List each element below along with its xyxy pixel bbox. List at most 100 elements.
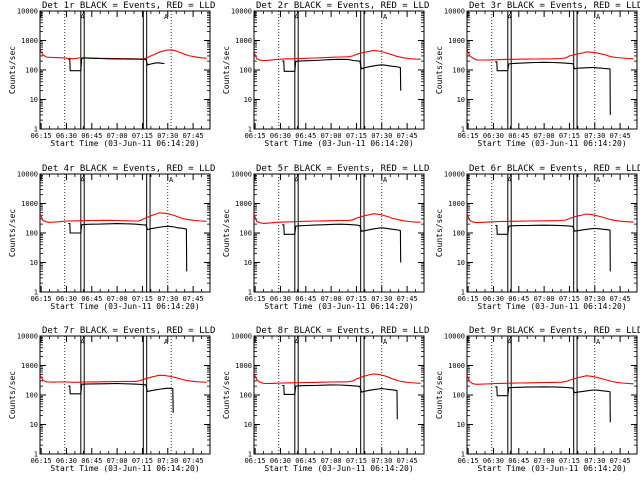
panel-title: Det 8r BLACK = Events, RED = LLD xyxy=(256,326,429,336)
panel-title: Det 6r BLACK = Events, RED = LLD xyxy=(469,164,640,174)
events-series-line xyxy=(68,382,174,413)
attenuator-label: A xyxy=(80,338,85,346)
plot-frame xyxy=(253,10,425,130)
events-series-line xyxy=(495,61,611,115)
panel-det-4r: Det 4r BLACK = Events, RED = LLD 1 10 100 10… xyxy=(8,164,215,311)
events-series-line xyxy=(282,58,402,91)
x-tick-label: 07:45 xyxy=(610,132,631,140)
panel-det-6r: Det 6r BLACK = Events, RED = LLD 1 10 100 10… xyxy=(435,164,640,311)
x-tick-label: 07:30 xyxy=(371,457,392,465)
x-axis-label: Start Time (03-Jun-11 06:14:20) xyxy=(50,302,199,311)
y-axis-label: Counts/sec xyxy=(435,46,444,94)
y-tick-label: 100 xyxy=(25,67,38,75)
lld-series-line xyxy=(39,49,207,60)
x-tick-label: 07:00 xyxy=(534,295,555,303)
y-tick-label: 10000 xyxy=(444,8,465,16)
x-tick-label: 06:30 xyxy=(56,457,77,465)
x-axis-label: Start Time (03-Jun-11 06:14:20) xyxy=(264,464,413,473)
x-tick-label: 07:45 xyxy=(397,457,418,465)
x-tick-label: 07:15 xyxy=(132,457,153,465)
y-tick-label: 1 xyxy=(248,289,252,297)
attenuator-label: A xyxy=(164,338,169,346)
x-axis-label: Start Time (03-Jun-11 06:14:20) xyxy=(477,302,626,311)
y-tick-label: 1 xyxy=(34,451,38,459)
x-axis-label: Start Time (03-Jun-11 06:14:20) xyxy=(264,302,413,311)
x-tick-label: 06:15 xyxy=(245,132,266,140)
events-series-line xyxy=(282,384,398,420)
x-tick-label: 06:45 xyxy=(81,295,102,303)
x-tick-label: 06:45 xyxy=(508,295,529,303)
y-tick-label: 10 xyxy=(244,96,252,104)
lld-series-line xyxy=(466,213,634,224)
y-tick-label: 100 xyxy=(239,392,252,400)
x-tick-label: 06:30 xyxy=(270,295,291,303)
x-tick-label: 07:45 xyxy=(183,295,204,303)
y-tick-label: 1000 xyxy=(21,362,38,370)
x-tick-label: 06:45 xyxy=(508,457,529,465)
y-tick-label: 10 xyxy=(30,96,38,104)
x-tick-label: 06:45 xyxy=(295,457,316,465)
y-tick-label: 1000 xyxy=(21,200,38,208)
y-axis-label: Counts/sec xyxy=(222,371,231,419)
x-tick-label: 06:15 xyxy=(31,457,52,465)
y-tick-label: 10000 xyxy=(17,171,38,179)
panel-det-1r: Det 1r BLACK = Events, RED = LLD 1 10 100 10… xyxy=(8,1,215,148)
y-tick-label: 10000 xyxy=(231,8,252,16)
x-tick-label: 07:45 xyxy=(397,295,418,303)
y-tick-label: 10000 xyxy=(17,8,38,16)
panel-det-5r: Det 5r BLACK = Events, RED = LLD 1 10 100 10… xyxy=(222,164,429,311)
lld-series-line xyxy=(253,49,421,62)
y-tick-label: 1 xyxy=(461,289,465,297)
x-tick-label: 07:45 xyxy=(183,457,204,465)
y-tick-label: 10 xyxy=(30,259,38,267)
x-tick-label: 06:45 xyxy=(295,132,316,140)
y-tick-label: 100 xyxy=(239,230,252,238)
attenuator-label: A xyxy=(80,13,85,21)
y-tick-label: 100 xyxy=(239,67,252,75)
x-tick-label: 07:15 xyxy=(132,132,153,140)
attenuator-label: A xyxy=(294,176,299,184)
x-tick-label: 07:30 xyxy=(157,132,178,140)
panel-title: Det 9r BLACK = Events, RED = LLD xyxy=(469,326,640,336)
y-tick-label: 10000 xyxy=(231,171,252,179)
y-tick-label: 10 xyxy=(457,259,465,267)
y-axis-label: Counts/sec xyxy=(435,209,444,257)
x-tick-label: 06:30 xyxy=(483,457,504,465)
y-tick-label: 1000 xyxy=(21,37,38,45)
x-tick-label: 06:30 xyxy=(483,295,504,303)
x-tick-label: 06:45 xyxy=(81,132,102,140)
y-tick-label: 100 xyxy=(452,230,465,238)
x-tick-label: 07:00 xyxy=(534,132,555,140)
y-tick-label: 1000 xyxy=(448,200,465,208)
x-tick-label: 07:00 xyxy=(321,132,342,140)
x-tick-label: 07:15 xyxy=(559,295,580,303)
attenuator-label: A xyxy=(507,176,512,184)
x-tick-label: 07:30 xyxy=(157,295,178,303)
events-series-line xyxy=(282,223,402,263)
x-tick-label: 07:00 xyxy=(107,457,128,465)
x-tick-label: 07:15 xyxy=(559,132,580,140)
x-axis-label: Start Time (03-Jun-11 06:14:20) xyxy=(477,139,626,148)
y-tick-label: 100 xyxy=(452,67,465,75)
y-tick-label: 1 xyxy=(461,451,465,459)
panel-title: Det 7r BLACK = Events, RED = LLD xyxy=(42,326,215,336)
y-tick-label: 10 xyxy=(457,96,465,104)
panel-title: Det 5r BLACK = Events, RED = LLD xyxy=(256,164,429,174)
y-tick-label: 1000 xyxy=(235,362,252,370)
attenuator-label: A xyxy=(383,338,388,346)
x-tick-label: 07:30 xyxy=(157,457,178,465)
x-tick-label: 06:15 xyxy=(245,295,266,303)
panel-det-9r: Det 9r BLACK = Events, RED = LLD 1 10 100 10… xyxy=(435,326,640,473)
x-tick-label: 07:30 xyxy=(584,132,605,140)
attenuator-label: A xyxy=(596,338,601,346)
plot-frame xyxy=(466,335,638,455)
x-tick-label: 07:00 xyxy=(534,457,555,465)
attenuator-label: A xyxy=(507,338,512,346)
y-axis-label: Counts/sec xyxy=(222,209,231,257)
x-tick-label: 07:15 xyxy=(346,295,367,303)
x-tick-label: 07:15 xyxy=(346,132,367,140)
x-tick-label: 06:45 xyxy=(295,295,316,303)
y-tick-label: 1000 xyxy=(448,37,465,45)
x-axis-label: Start Time (03-Jun-11 06:14:20) xyxy=(477,464,626,473)
y-tick-label: 1 xyxy=(461,126,465,134)
